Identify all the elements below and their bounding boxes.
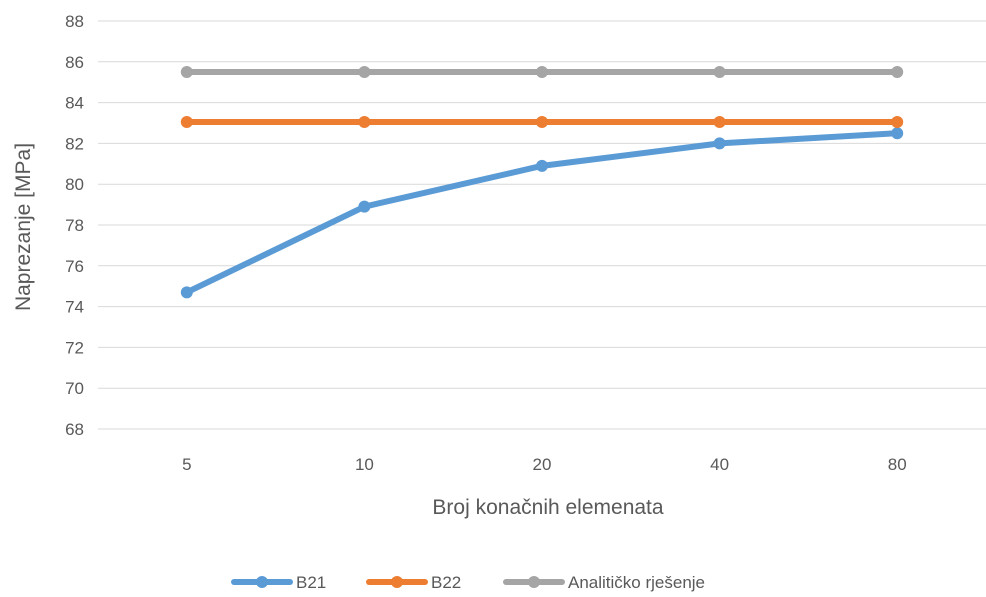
series-2 (181, 116, 903, 128)
x-tick-label: 80 (888, 455, 907, 474)
legend-item: B22 (369, 573, 461, 592)
x-axis-ticks: 5 10 20 40 80 (182, 455, 907, 474)
data-point (358, 201, 370, 213)
data-point (536, 160, 548, 172)
data-point (714, 66, 726, 78)
legend-item: Analitičko rješenje (506, 573, 705, 592)
data-point (536, 116, 548, 128)
gridlines (98, 21, 986, 429)
data-point (536, 66, 548, 78)
data-point (181, 286, 193, 298)
y-tick-label: 78 (65, 216, 84, 235)
data-point (891, 116, 903, 128)
y-tick-label: 76 (65, 257, 84, 276)
y-tick-label: 86 (65, 53, 84, 72)
y-tick-label: 88 (65, 12, 84, 31)
x-tick-label: 40 (710, 455, 729, 474)
data-point (358, 66, 370, 78)
legend-label: B22 (431, 573, 461, 592)
series-group (181, 66, 903, 298)
y-tick-label: 82 (65, 134, 84, 153)
y-tick-label: 72 (65, 338, 84, 357)
data-point (714, 116, 726, 128)
data-point (181, 66, 193, 78)
legend-swatch-marker (391, 576, 403, 588)
y-tick-label: 68 (65, 420, 84, 439)
data-point (358, 116, 370, 128)
y-tick-label: 74 (65, 298, 84, 317)
y-tick-label: 84 (65, 94, 84, 113)
x-axis-title: Broj konačnih elemenata (432, 496, 663, 519)
series-1 (181, 127, 903, 298)
series-3 (181, 66, 903, 78)
x-tick-label: 5 (182, 455, 191, 474)
legend-swatch-marker (528, 576, 540, 588)
legend-label: B21 (296, 573, 326, 592)
legend-label: Analitičko rješenje (568, 573, 705, 592)
y-tick-label: 80 (65, 175, 84, 194)
data-point (891, 66, 903, 78)
legend-swatch-marker (256, 576, 268, 588)
series-line (187, 133, 897, 292)
data-point (891, 127, 903, 139)
data-point (714, 137, 726, 149)
x-tick-label: 20 (533, 455, 552, 474)
legend: B21 B22 Analitičko rješenje (234, 573, 705, 592)
x-tick-label: 10 (355, 455, 374, 474)
y-axis-title: Naprezanje [MPa] (12, 143, 35, 311)
y-axis-ticks: 68 70 72 74 76 78 80 82 84 86 88 (65, 12, 84, 439)
y-tick-label: 70 (65, 379, 84, 398)
legend-item: B21 (234, 573, 326, 592)
data-point (181, 116, 193, 128)
